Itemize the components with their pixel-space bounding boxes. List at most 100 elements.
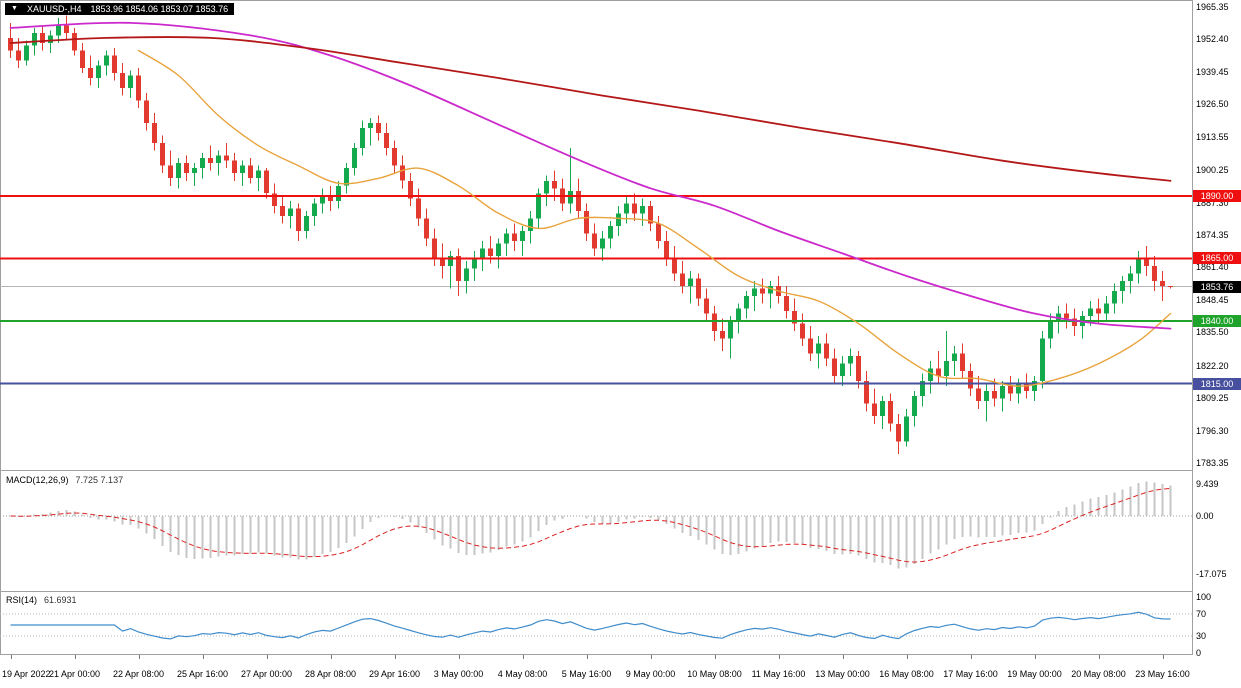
time-tick-label: 25 Apr 16:00 bbox=[176, 669, 229, 679]
bear-candle bbox=[488, 248, 493, 256]
bear-candle bbox=[440, 258, 445, 266]
bear-candle bbox=[992, 391, 997, 399]
time-tick-label: 17 May 16:00 bbox=[943, 669, 998, 679]
bear-candle bbox=[632, 203, 637, 214]
price-tick-label: 1809.25 bbox=[1196, 393, 1229, 404]
time-tick-mark bbox=[458, 655, 460, 659]
bull-candle bbox=[480, 248, 485, 259]
rsi-canvas[interactable] bbox=[0, 592, 1192, 654]
bear-candle bbox=[8, 37, 13, 51]
fast-ma-orange bbox=[137, 49, 1172, 387]
time-tick-mark bbox=[906, 655, 908, 659]
price-level-badge: 1815.00 bbox=[1193, 377, 1241, 390]
time-tick-mark bbox=[394, 655, 396, 659]
time-tick-label: 4 May 08:00 bbox=[497, 669, 548, 679]
bull-candle bbox=[352, 148, 357, 169]
bull-candle bbox=[448, 255, 453, 266]
bull-candle bbox=[1032, 381, 1037, 392]
bull-candle bbox=[904, 416, 909, 442]
bear-candle bbox=[328, 195, 333, 201]
bull-candle bbox=[56, 25, 61, 36]
bear-candle bbox=[968, 371, 973, 389]
macd-tick-label: -17.075 bbox=[1196, 568, 1227, 579]
bull-candle bbox=[96, 65, 101, 78]
bull-candle bbox=[1088, 308, 1093, 316]
bear-candle bbox=[432, 238, 437, 259]
rsi-tick-label: 0 bbox=[1196, 648, 1202, 658]
bear-candle bbox=[824, 343, 829, 359]
bull-candle bbox=[464, 268, 469, 281]
bull-candle bbox=[128, 75, 133, 88]
macd-tick-label: 9.439 bbox=[1196, 479, 1219, 489]
bear-candle bbox=[704, 298, 709, 314]
pane-splitter[interactable] bbox=[0, 654, 1241, 655]
price-axis[interactable]: 1965.35 1952.40 1939.45 1926.50 1913.55 1900.… bbox=[1192, 0, 1241, 658]
bear-candle bbox=[136, 75, 141, 101]
bull-candle bbox=[24, 45, 29, 61]
price-chart-canvas[interactable] bbox=[0, 0, 1192, 470]
time-tick-mark bbox=[970, 655, 972, 659]
bear-candle bbox=[680, 273, 685, 286]
bull-candle bbox=[1104, 303, 1109, 314]
price-tick-label: 1965.35 bbox=[1196, 2, 1229, 12]
bear-candle bbox=[1072, 318, 1077, 327]
bear-candle bbox=[1152, 265, 1157, 281]
time-axis[interactable]: 19 Apr 2022 21 Apr 00:00 22 Apr 08:00 25 Ap… bbox=[0, 655, 1241, 688]
bear-candle bbox=[16, 50, 21, 61]
bear-candle bbox=[584, 210, 589, 234]
bear-candle bbox=[576, 190, 581, 211]
rsi-name: RSI(14) bbox=[6, 595, 38, 605]
price-tick-label: 1913.55 bbox=[1196, 131, 1229, 142]
bear-candle bbox=[80, 50, 85, 68]
bear-candle bbox=[120, 73, 125, 88]
bull-candle bbox=[728, 321, 733, 339]
bear-candle bbox=[896, 423, 901, 442]
bull-candle bbox=[504, 233, 509, 244]
macd-canvas[interactable] bbox=[0, 471, 1192, 591]
bear-candle bbox=[664, 240, 669, 259]
pane-splitter[interactable] bbox=[0, 470, 1241, 471]
price-tick-label: 1887.30 bbox=[1196, 197, 1229, 208]
bull-candle bbox=[880, 401, 885, 417]
bear-candle bbox=[888, 401, 893, 424]
bull-candle bbox=[840, 363, 845, 377]
bull-candle bbox=[1000, 386, 1005, 399]
time-tick-mark bbox=[778, 655, 780, 659]
bear-candle bbox=[280, 205, 285, 216]
bear-candle bbox=[424, 218, 429, 239]
bear-candle bbox=[112, 55, 117, 73]
symbol-dropdown-icon[interactable]: ▼ bbox=[11, 5, 18, 12]
time-tick-label: 10 May 08:00 bbox=[687, 669, 742, 679]
bull-candle bbox=[768, 286, 773, 294]
macd-values: 7.725 7.137 bbox=[75, 475, 124, 485]
bear-candle bbox=[408, 180, 413, 199]
bear-candle bbox=[456, 255, 461, 281]
bull-candle bbox=[360, 128, 365, 149]
bear-candle bbox=[696, 278, 701, 299]
bear-candle bbox=[184, 163, 189, 174]
time-tick-mark bbox=[74, 655, 76, 659]
bull-candle bbox=[1120, 281, 1125, 291]
bull-candle bbox=[176, 163, 181, 179]
bull-candle bbox=[496, 243, 501, 256]
bear-candle bbox=[656, 223, 661, 241]
bull-candle bbox=[688, 278, 693, 286]
bear-candle bbox=[800, 323, 805, 339]
bear-candle bbox=[1024, 383, 1029, 392]
time-tick-mark bbox=[1098, 655, 1100, 659]
bull-candle bbox=[928, 368, 933, 382]
bear-candle bbox=[552, 180, 557, 189]
bull-candle bbox=[240, 165, 245, 174]
bull-candle bbox=[344, 168, 349, 186]
pane-splitter[interactable] bbox=[0, 591, 1241, 592]
price-tick-label: 1835.50 bbox=[1196, 327, 1229, 338]
bull-candle bbox=[32, 32, 37, 46]
time-tick-mark bbox=[842, 655, 844, 659]
chart-title-overlay[interactable]: ▼ XAUUSD-,H4 1853.96 1854.06 1853.07 185… bbox=[5, 3, 235, 15]
bull-candle bbox=[608, 225, 613, 239]
bull-candle bbox=[600, 238, 605, 249]
price-tick-label: 1822.20 bbox=[1196, 360, 1229, 371]
bear-candle bbox=[264, 170, 269, 194]
bull-candle bbox=[472, 258, 477, 269]
bull-candle bbox=[616, 213, 621, 226]
